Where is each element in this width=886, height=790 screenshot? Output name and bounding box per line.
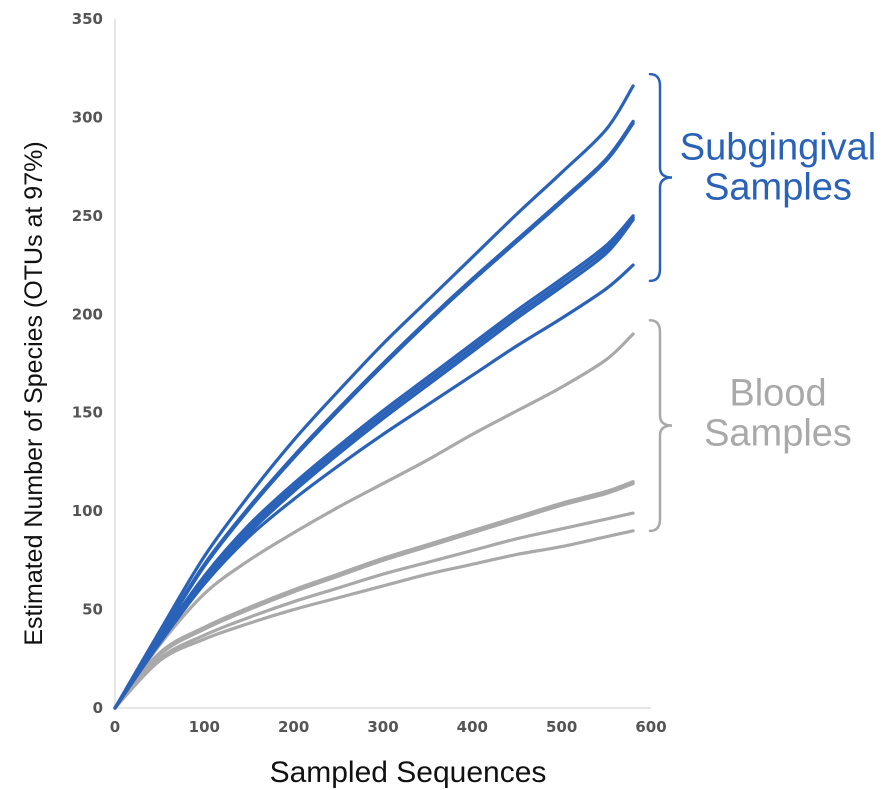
series-lines (113, 84, 635, 710)
x-tick-label: 500 (546, 718, 577, 736)
x-tick-label: 300 (367, 718, 398, 736)
x-tick-label: 200 (278, 718, 309, 736)
series-line (113, 481, 635, 710)
series-line (113, 84, 635, 710)
group-label: Samples (704, 167, 852, 209)
axes (114, 19, 651, 709)
x-tick-labels: 0 100 200 300 400 500 600 (110, 718, 667, 736)
series-line (113, 511, 635, 710)
x-axis-title: Sampled Sequences (270, 756, 547, 789)
group-bracket (648, 318, 673, 533)
y-tick-label: 250 (72, 207, 103, 225)
group-bracket (648, 72, 673, 283)
y-tick-label: 100 (72, 502, 103, 520)
y-axis-title: Estimated Number of Species (OTUs at 97%… (20, 141, 48, 645)
group-label: Blood (729, 373, 826, 415)
series-line (113, 121, 635, 710)
y-tick-label: 150 (72, 404, 103, 422)
x-tick-label: 100 (189, 718, 220, 736)
y-tick-labels: 0 50 100 150 200 250 300 350 (72, 10, 103, 717)
series-line (113, 263, 635, 710)
x-tick-label: 400 (457, 718, 488, 736)
series-line (113, 332, 635, 710)
y-tick-label: 50 (82, 601, 103, 619)
y-tick-label: 300 (72, 108, 103, 126)
y-tick-label: 0 (93, 699, 103, 717)
series-line (113, 529, 635, 710)
series-line (113, 214, 635, 710)
series-line (113, 480, 635, 710)
x-tick-label: 0 (110, 718, 120, 736)
y-tick-label: 200 (72, 305, 103, 323)
group-label: Subgingival (680, 127, 876, 169)
group-label: Samples (704, 413, 852, 455)
y-tick-label: 350 (72, 10, 103, 28)
x-tick-label: 600 (635, 718, 666, 736)
